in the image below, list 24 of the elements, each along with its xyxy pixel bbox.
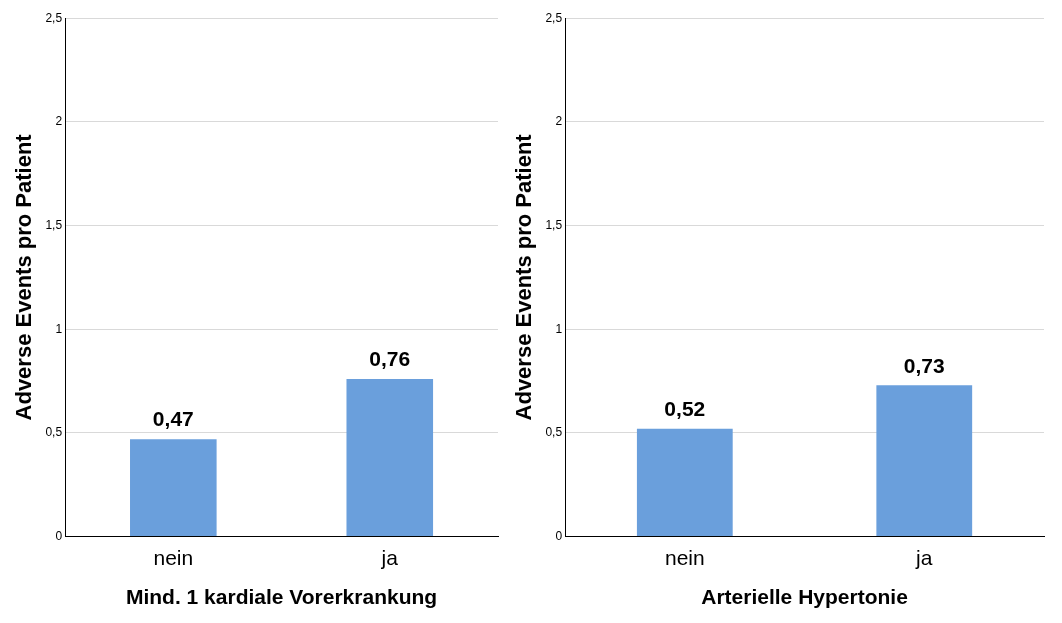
data-label: 0,73 xyxy=(903,353,945,377)
x-tick-label: nein xyxy=(153,546,194,569)
y-tick-label: 2,5 xyxy=(545,10,563,25)
y-tick-label: 1,5 xyxy=(545,217,563,232)
data-label: 0,52 xyxy=(664,397,706,421)
x-tick-label: nein xyxy=(664,546,705,569)
y-tick-label: 2 xyxy=(555,114,563,129)
y-tick-label: 0 xyxy=(555,528,563,543)
y-tick-label: 1 xyxy=(55,321,63,336)
y-tick-label: 0,5 xyxy=(45,425,63,440)
data-label: 0,76 xyxy=(369,347,411,371)
y-tick-label: 0,5 xyxy=(545,425,563,440)
y-tick-label: 0 xyxy=(55,528,63,543)
y-axis-title: Adverse Events pro Patient xyxy=(11,133,37,421)
y-axis-title: Adverse Events pro Patient xyxy=(511,133,537,421)
data-label: 0,47 xyxy=(152,407,194,431)
y-tick-label: 2 xyxy=(55,114,63,129)
y-tick-label: 1,5 xyxy=(45,217,63,232)
x-axis-title: Arterielle Hypertonie xyxy=(701,585,908,609)
x-tick-label: ja xyxy=(380,546,399,569)
x-tick-label: ja xyxy=(915,546,933,569)
y-tick-label: 2,5 xyxy=(45,10,63,25)
y-tick-label: 1 xyxy=(555,321,563,336)
x-axis-title: Mind. 1 kardiale Vorerkrankung xyxy=(125,585,438,609)
